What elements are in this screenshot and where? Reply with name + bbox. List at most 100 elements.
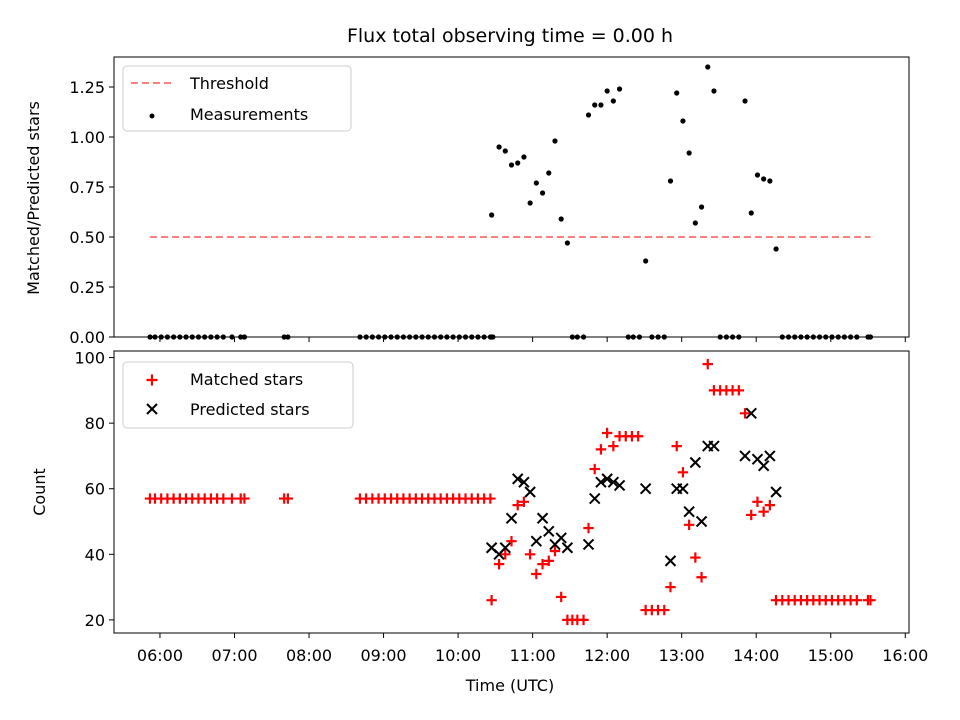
matched-star-point (543, 555, 554, 567)
predicted-star-point (543, 525, 555, 538)
matched-star-point (659, 604, 670, 616)
legend-matched-label: Matched stars (190, 370, 303, 389)
matched-star-point (851, 595, 863, 606)
x-tick-label: 13:00 (659, 646, 705, 665)
top-y-tick-label: 0.25 (69, 278, 105, 297)
measurement-point (585, 112, 592, 118)
predicted-star-point (607, 476, 620, 488)
top-legend-box (122, 65, 352, 132)
measurement-point (502, 148, 508, 154)
matched-star-point (595, 444, 607, 455)
predicted-star-point (745, 407, 757, 420)
predicted-star-point (512, 473, 524, 485)
predicted-star-point (677, 483, 689, 495)
predicted-star-point (530, 535, 543, 547)
bottom-y-tick-label: 20 (85, 611, 105, 630)
measurement-point (667, 178, 674, 184)
matched-star-point (601, 427, 613, 439)
x-tick-label: 07:00 (211, 646, 257, 665)
top-axes-border (113, 56, 910, 338)
matched-star-point (608, 440, 619, 452)
measurement-point (592, 102, 598, 108)
x-tick-label: 06:00 (137, 646, 183, 665)
measurement-point (742, 98, 748, 104)
top-y-tick-label: 1.00 (69, 128, 105, 147)
legend-measurements-label: Measurements (190, 105, 308, 124)
predicted-star-point (561, 542, 574, 554)
matched-star-point (677, 467, 689, 478)
measurement-point (773, 246, 779, 252)
predicted-star-point (639, 483, 652, 495)
measurement-point (674, 90, 680, 96)
measurement-point (515, 160, 521, 166)
measurement-point (552, 138, 558, 144)
predicted-star-point (555, 532, 567, 544)
legend-predicted-swatch (146, 403, 158, 415)
matched-star-point (493, 558, 505, 570)
predicted-star-point (757, 460, 770, 472)
matched-star-point (282, 493, 294, 504)
bottom-y-axis-label: Count (30, 468, 49, 516)
measurement-point (680, 118, 686, 124)
bottom-panel: Count Time (UTC) 20 40 60 80 100 06:00 07:00 08… (30, 349, 928, 695)
matched-star-point (752, 496, 763, 508)
legend-matched-swatch (146, 374, 158, 386)
matched-star-point (739, 408, 751, 419)
measurement-point (616, 86, 623, 92)
matched-star-point (555, 591, 567, 603)
matched-star-point (733, 385, 745, 396)
top-y-tick-label: 0.50 (69, 228, 105, 247)
predicted-star-point (689, 456, 702, 469)
matched-star-point (671, 440, 682, 452)
measurement-point (604, 88, 610, 94)
measurement-point (564, 240, 570, 246)
matched-star-point (633, 431, 644, 442)
matched-star-point (665, 581, 676, 593)
measurement-point (539, 190, 546, 196)
matched-star-point (531, 568, 542, 580)
measurement-point (767, 178, 773, 184)
predicted-star-point (524, 486, 536, 498)
predicted-star-point (739, 450, 751, 462)
predicted-star-point (764, 450, 776, 462)
predicted-star-point (664, 555, 677, 567)
measurement-point (521, 154, 527, 160)
measurement-point (761, 176, 767, 182)
predicted-star-point (505, 512, 518, 524)
measurement-point (686, 150, 692, 156)
top-y-tick-label: 0.75 (69, 178, 105, 197)
measurement-point (546, 170, 552, 176)
top-y-tick-label: 1.25 (69, 78, 105, 97)
measurement-point (508, 162, 515, 168)
predicted-star-point (536, 512, 549, 524)
measurement-point (558, 216, 564, 222)
matched-star-point (218, 493, 229, 504)
predicted-star-point (589, 492, 601, 505)
predicted-star-point (601, 473, 613, 485)
top-axes-frame: 0.00 0.25 0.50 0.75 1.00 1.25 (69, 56, 910, 347)
measurement-point (496, 144, 502, 150)
x-tick-label: 08:00 (286, 646, 332, 665)
matched-star-point (696, 572, 707, 583)
measurement-point (489, 212, 495, 218)
predicted-star-point (770, 486, 782, 498)
predicted-star-point (695, 515, 708, 528)
predicted-star-point (613, 479, 626, 492)
x-axis-label: Time (UTC) (465, 676, 554, 695)
matched-star-point (524, 549, 536, 560)
matched-star-point (764, 499, 776, 511)
x-tick-label: 15:00 (808, 646, 854, 665)
matched-star-point (500, 549, 511, 560)
x-tick-label: 12:00 (584, 646, 630, 665)
measurement-point (698, 204, 705, 210)
bottom-y-tick-label: 80 (85, 414, 105, 433)
matched-star-point (537, 558, 548, 570)
matched-star-point (485, 493, 496, 504)
bottom-legend: Matched stars Predicted stars (122, 361, 354, 429)
bottom-y-tick-label: 40 (85, 545, 105, 564)
x-tick-label: 09:00 (361, 646, 407, 665)
x-tick-label: 10:00 (435, 646, 481, 665)
predicted-star-point (708, 440, 720, 452)
matched-star-point (512, 499, 523, 511)
